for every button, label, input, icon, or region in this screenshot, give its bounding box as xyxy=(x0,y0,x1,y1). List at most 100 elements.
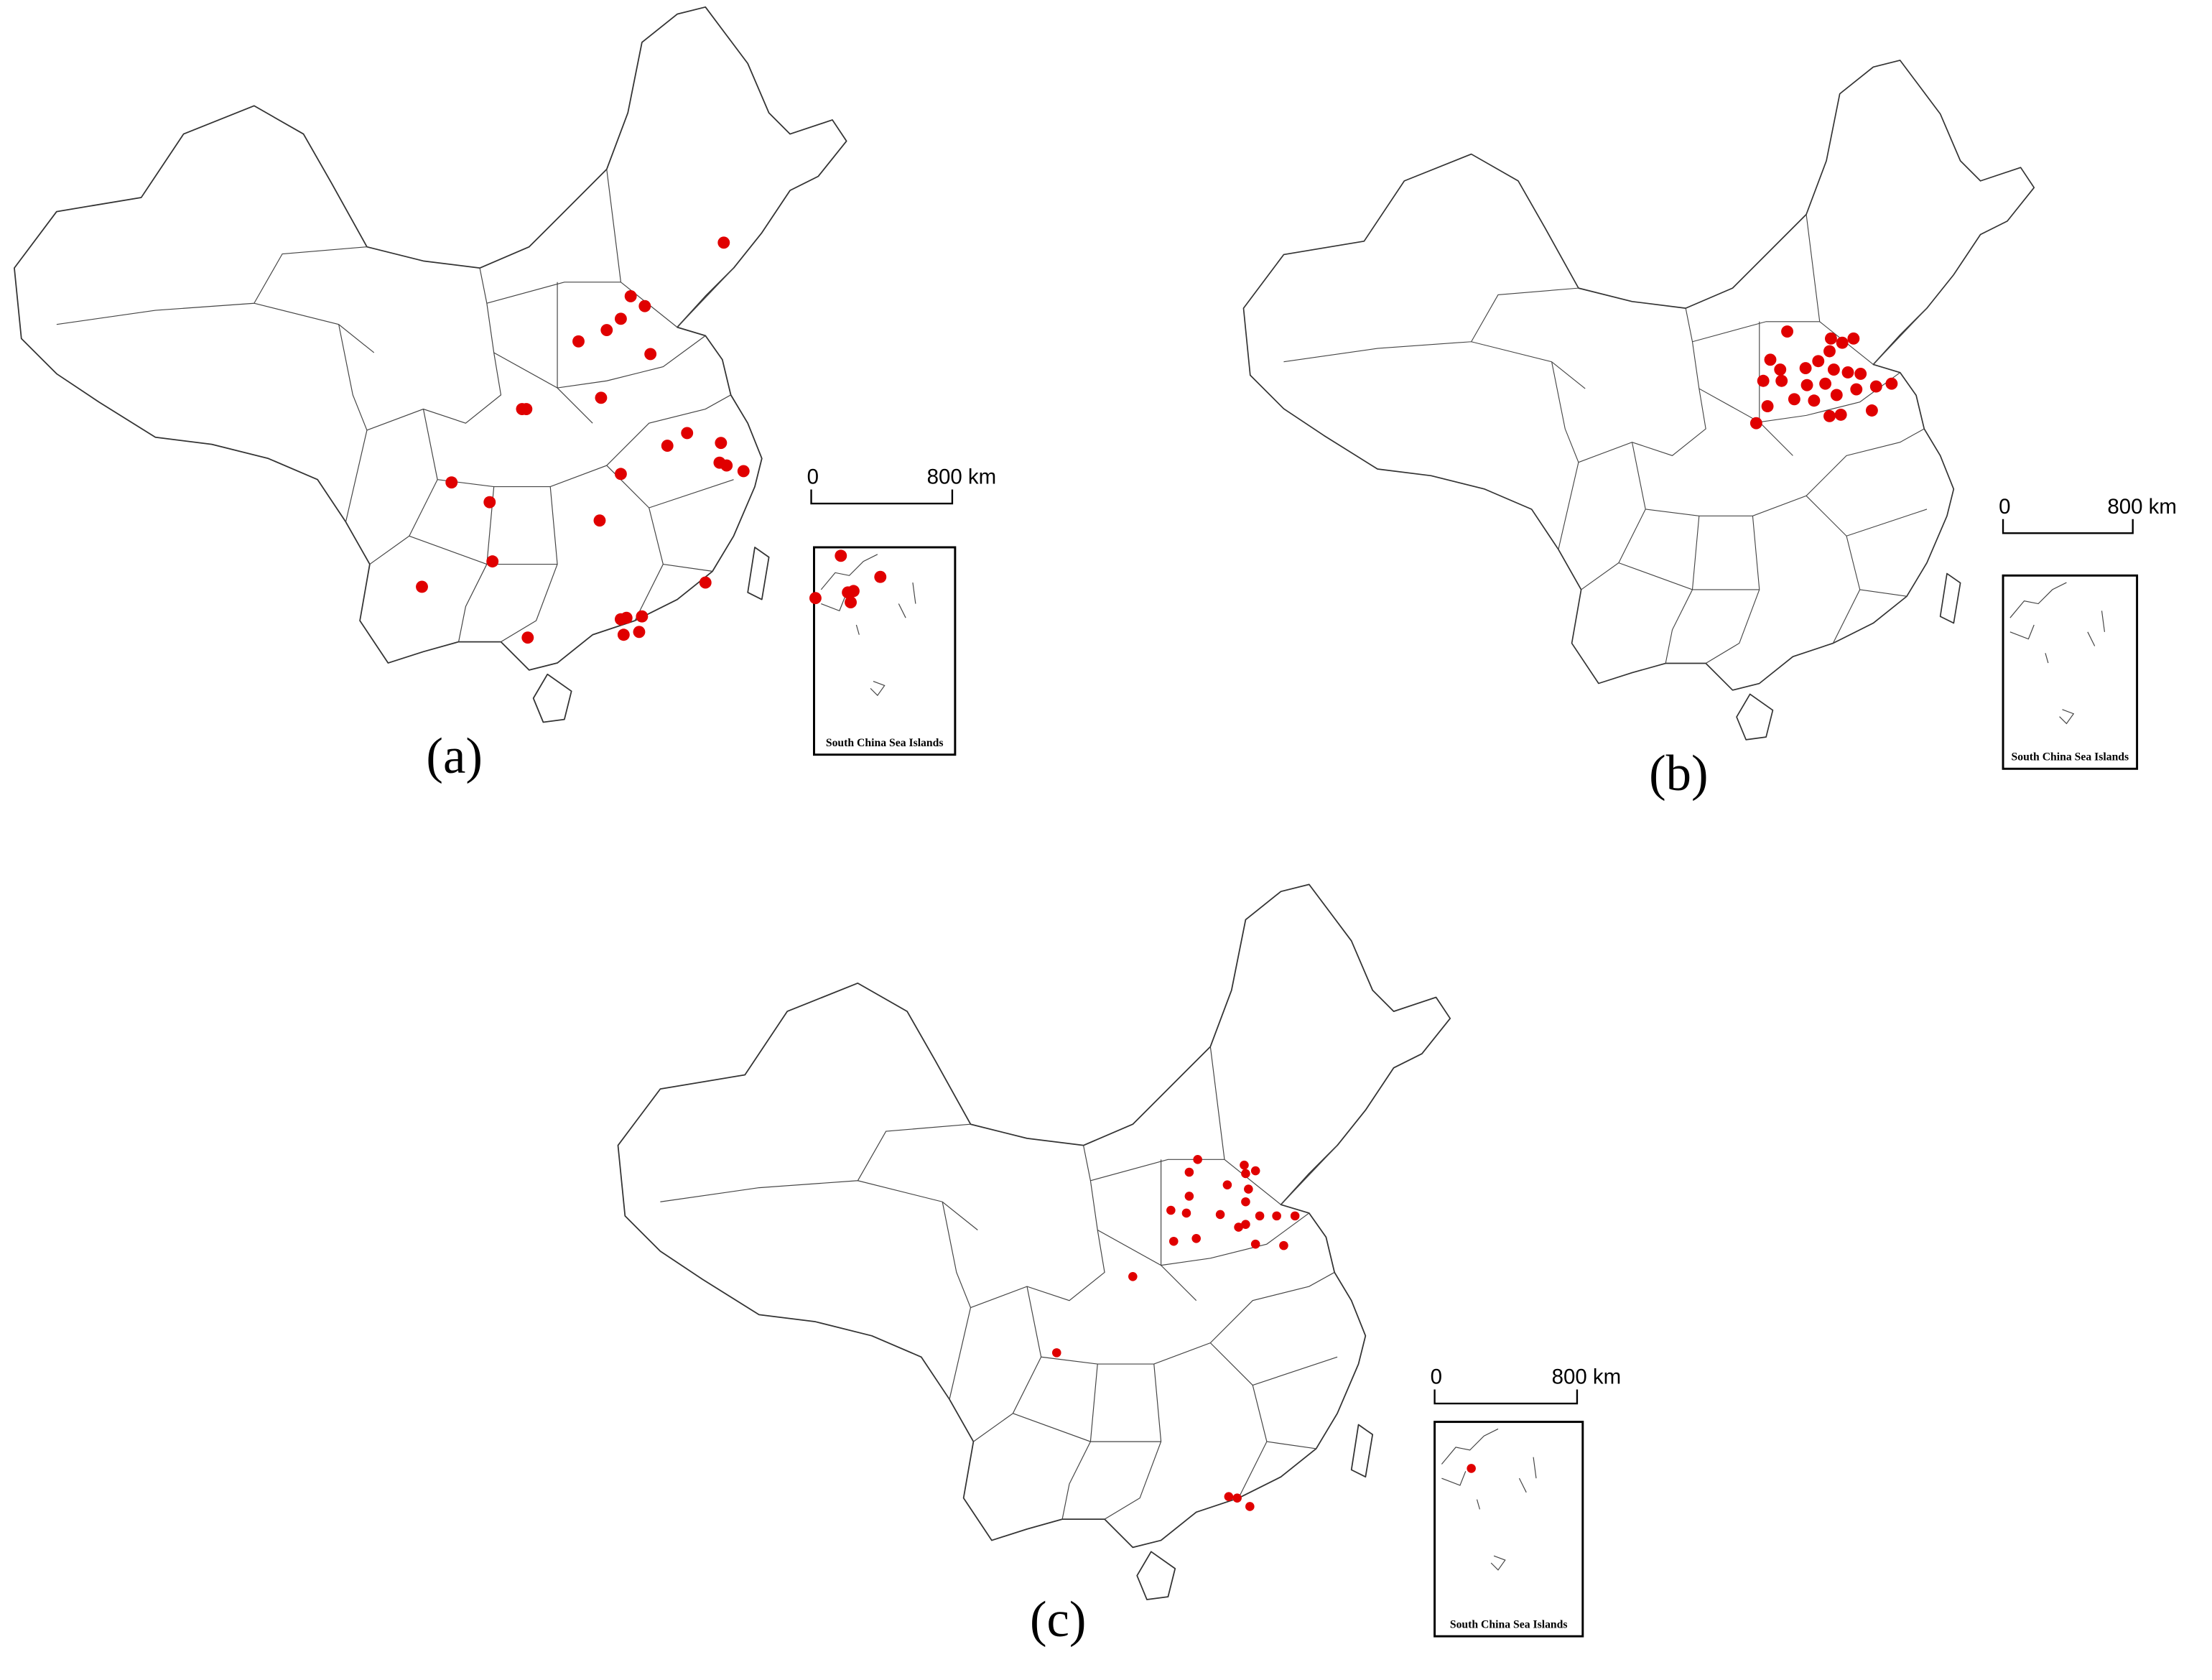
site-dot xyxy=(483,496,496,509)
site-dot xyxy=(638,300,651,312)
site-dot xyxy=(1827,363,1840,376)
site-dot xyxy=(1191,1234,1201,1243)
site-dot xyxy=(1764,353,1777,366)
site-dot xyxy=(1774,363,1787,376)
site-dot xyxy=(593,514,606,527)
site-dot xyxy=(845,596,857,609)
panel-label: (b) xyxy=(1649,746,1708,802)
site-dot xyxy=(1467,1464,1476,1473)
site-dot xyxy=(633,626,646,639)
site-dot xyxy=(681,427,694,440)
site-dot xyxy=(520,403,533,415)
site-dot xyxy=(1279,1240,1288,1250)
site-dot xyxy=(644,348,657,361)
scale-bar xyxy=(1433,1389,1579,1405)
inset-islands xyxy=(820,554,916,696)
site-dot xyxy=(661,440,674,453)
site-dot xyxy=(1184,1167,1194,1177)
site-dot xyxy=(1781,325,1794,338)
site-dot xyxy=(717,236,730,249)
site-dot xyxy=(1885,377,1898,390)
site-dot xyxy=(847,585,860,598)
map-panel: South China Sea Islands 0 800 km (a) xyxy=(14,6,997,784)
site-dot xyxy=(595,391,608,404)
inset-frame xyxy=(2002,574,2139,770)
inset-frame xyxy=(1433,1421,1584,1638)
scale-end: 800 km xyxy=(927,465,997,489)
inset-islands xyxy=(1441,1428,1537,1571)
site-dot xyxy=(1823,345,1836,358)
site-dot xyxy=(620,611,633,624)
site-dot xyxy=(1761,400,1774,413)
site-dot xyxy=(1819,377,1832,390)
inset-caption: South China Sea Islands xyxy=(1450,1618,1568,1630)
site-dot xyxy=(1051,1348,1061,1358)
panel-label: (a) xyxy=(426,728,482,784)
site-dot xyxy=(1255,1211,1265,1221)
site-dot xyxy=(1841,366,1854,379)
site-dot xyxy=(1808,394,1821,407)
site-dot xyxy=(614,312,627,325)
site-dot xyxy=(1290,1211,1300,1221)
site-dot xyxy=(1865,404,1878,417)
site-dot xyxy=(1184,1192,1194,1201)
scale-start: 0 xyxy=(807,465,819,489)
map-panel: South China Sea Islands 0 800 km (c) xyxy=(617,883,1622,1648)
site-dot xyxy=(809,592,822,605)
site-dot xyxy=(1823,409,1836,422)
scale-end: 800 km xyxy=(1552,1365,1622,1389)
site-dot xyxy=(1749,417,1762,430)
site-dot xyxy=(1166,1205,1176,1215)
site-dot xyxy=(1232,1493,1242,1503)
site-dot xyxy=(1250,1166,1260,1176)
site-dot xyxy=(1800,379,1813,391)
scale-bar xyxy=(2002,519,2134,534)
site-dot xyxy=(416,580,428,593)
site-dot xyxy=(445,476,458,489)
site-dot xyxy=(521,631,534,644)
site-dot xyxy=(1215,1210,1225,1220)
site-dot xyxy=(1836,336,1849,349)
site-dot xyxy=(1830,389,1843,402)
site-dot xyxy=(835,549,847,562)
site-dot xyxy=(600,324,613,336)
site-dot xyxy=(1128,1272,1138,1281)
site-dot xyxy=(1812,355,1825,368)
site-dot xyxy=(1788,393,1800,406)
site-dot xyxy=(1241,1197,1250,1207)
site-dot xyxy=(1244,1184,1253,1194)
scale-start: 0 xyxy=(1431,1365,1442,1389)
site-dot xyxy=(572,335,585,348)
site-dot xyxy=(1181,1208,1191,1218)
inset-caption: South China Sea Islands xyxy=(826,737,944,749)
site-dot xyxy=(720,459,733,472)
site-dot xyxy=(1224,1492,1234,1501)
china-outline xyxy=(617,883,1451,1600)
site-dot xyxy=(737,465,750,478)
scale-start: 0 xyxy=(1999,495,2010,519)
site-dot xyxy=(617,628,630,641)
site-dot xyxy=(1245,1502,1255,1511)
inset-caption: South China Sea Islands xyxy=(2011,751,2129,764)
scale-end: 800 km xyxy=(2107,495,2177,519)
site-dot xyxy=(1775,374,1788,387)
inset-frame xyxy=(813,546,957,756)
site-dot xyxy=(1241,1169,1250,1179)
site-dot xyxy=(614,468,627,481)
site-dot xyxy=(1824,332,1837,345)
site-dot xyxy=(1834,408,1847,421)
china-outline xyxy=(1242,60,2035,741)
site-dot xyxy=(1234,1222,1243,1232)
site-dot xyxy=(1854,367,1867,380)
site-dot xyxy=(1240,1160,1249,1170)
china-outline xyxy=(14,6,847,723)
inset-islands xyxy=(2009,582,2106,725)
site-dot xyxy=(1168,1236,1179,1246)
site-dot xyxy=(1241,1220,1250,1229)
site-dot xyxy=(699,576,712,589)
site-dot xyxy=(1272,1211,1281,1221)
scale-bar xyxy=(810,489,954,505)
site-dot xyxy=(874,570,887,583)
site-dot xyxy=(1250,1239,1260,1249)
